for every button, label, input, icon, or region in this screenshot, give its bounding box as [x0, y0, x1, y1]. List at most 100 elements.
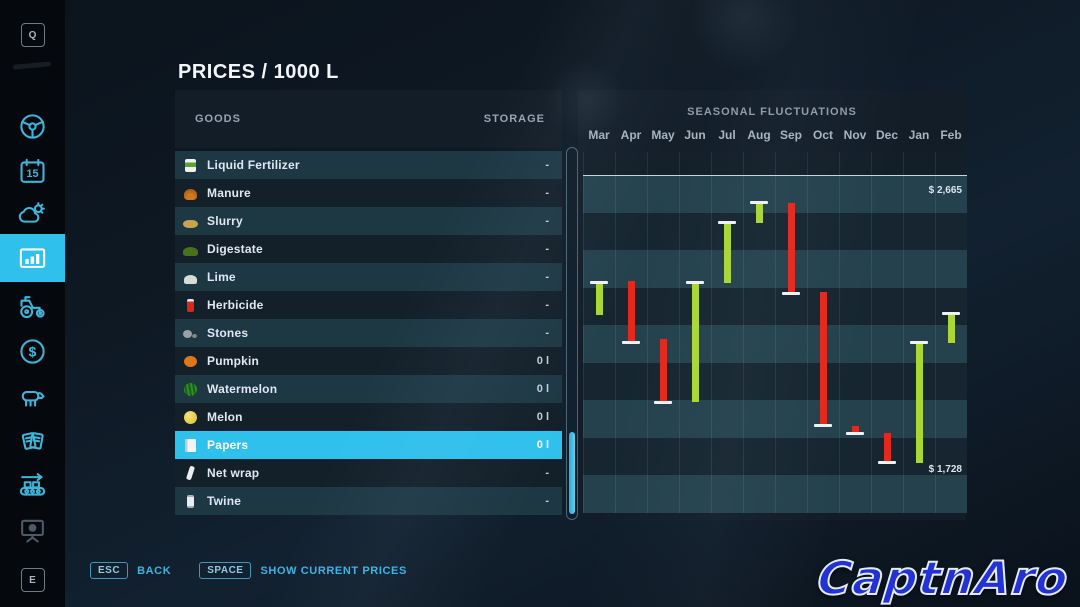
plot-band	[583, 475, 967, 513]
sidebar-item-vehicles[interactable]	[0, 109, 65, 143]
table-row[interactable]: Manure -	[175, 179, 562, 207]
storage-value: 0 l	[536, 439, 549, 451]
plot-band	[583, 400, 967, 438]
goods-panel: GOODS STORAGE Liquid Fertilizer - Manure…	[175, 90, 562, 515]
steering-wheel-icon	[20, 113, 45, 139]
goods-label: Net wrap	[207, 466, 260, 480]
storage-value: -	[545, 243, 549, 255]
month-gridline	[615, 152, 616, 513]
sidebar-item-calendar[interactable]: 15	[0, 154, 65, 188]
liquid-fertilizer-icon	[183, 158, 198, 173]
goods-label: Manure	[207, 186, 251, 200]
goods-label: Twine	[207, 494, 242, 508]
cow-icon	[21, 390, 45, 407]
table-row[interactable]: Twine -	[175, 487, 562, 515]
plot-band	[583, 362, 967, 401]
month-label: Jan	[908, 128, 930, 142]
sidebar: Q 15	[0, 0, 65, 607]
month-label: Sep	[779, 128, 802, 142]
price-range-bar-mar	[595, 282, 603, 315]
svg-text:$: $	[29, 344, 37, 360]
weather-icon	[18, 201, 45, 223]
sidebar-item-production[interactable]	[0, 468, 65, 502]
month-gridline	[775, 152, 776, 513]
sidebar-item-contracts[interactable]	[0, 424, 65, 458]
documents-icon	[21, 431, 44, 450]
month-label: Nov	[843, 128, 867, 142]
sidebar-item-garage[interactable]	[0, 289, 65, 323]
plot-band	[583, 325, 967, 363]
month-gridline	[935, 152, 936, 513]
show-current-prices-label[interactable]: SHOW CURRENT PRICES	[260, 564, 407, 577]
presentation-screen-icon	[21, 519, 44, 543]
month-gridline	[743, 152, 744, 513]
table-row[interactable]: Melon 0 l	[175, 403, 562, 431]
melon-icon	[183, 410, 198, 425]
goods-label: Melon	[207, 410, 243, 424]
papers-icon	[183, 438, 198, 453]
month-gridline	[583, 152, 584, 513]
table-row[interactable]: Herbicide -	[175, 291, 562, 319]
month-label: Oct	[812, 128, 833, 142]
storage-value: -	[545, 187, 549, 199]
table-row[interactable]: Digestate -	[175, 235, 562, 263]
herbicide-icon	[183, 298, 198, 313]
table-row[interactable]: Stones -	[175, 319, 562, 347]
table-row[interactable]: Lime -	[175, 263, 562, 291]
esc-key-badge[interactable]: ESC	[90, 562, 129, 579]
sidebar-item-animals[interactable]	[0, 379, 65, 413]
month-axis: Mar Apr May Jun Jul Aug Sep Oct Nov Dec …	[583, 128, 967, 142]
price-range-bar-dec	[883, 433, 891, 463]
sidebar-item-presentation[interactable]	[0, 513, 65, 547]
back-label[interactable]: BACK	[137, 564, 172, 577]
sidebar-item-weather[interactable]	[0, 197, 65, 231]
month-label: Feb	[940, 128, 962, 142]
goods-label: Digestate	[207, 242, 263, 256]
scrollbar-thumb[interactable]	[569, 432, 575, 514]
sidebar-item-statistics-active[interactable]	[0, 234, 65, 282]
month-label: Jun	[684, 128, 706, 142]
price-range-bar-apr	[627, 281, 635, 343]
seasonal-chart-panel: SEASONAL FLUCTUATIONS Mar Apr May Jun Ju…	[578, 90, 967, 520]
space-key-badge[interactable]: SPACE	[199, 562, 252, 579]
table-row[interactable]: Liquid Fertilizer -	[175, 151, 562, 179]
chart-plot: $ 2,665 $ 1,728	[583, 152, 967, 513]
table-row[interactable]: Watermelon 0 l	[175, 375, 562, 403]
price-range-bar-jan	[915, 342, 923, 463]
table-row[interactable]: Net wrap -	[175, 459, 562, 487]
dollar-coin-icon: $	[20, 338, 45, 364]
price-range-bar-jun	[691, 282, 699, 403]
price-cap-sep	[782, 291, 800, 295]
watermark: CaptnAro	[814, 550, 1072, 606]
month-label: Mar	[588, 128, 610, 142]
price-cap-oct	[814, 424, 832, 427]
price-cap-jul	[718, 221, 736, 225]
month-gridline	[903, 152, 904, 513]
goods-label: Lime	[207, 270, 236, 284]
goods-label: Stones	[207, 326, 249, 340]
price-range-bar-aug	[755, 202, 763, 223]
pumpkin-icon	[183, 354, 198, 369]
stones-icon	[183, 326, 198, 341]
goods-rows: Liquid Fertilizer - Manure - Slurry - Di…	[175, 151, 562, 515]
plot-band	[583, 437, 967, 476]
plot-band	[583, 250, 967, 288]
table-row[interactable]: Slurry -	[175, 207, 562, 235]
manure-icon	[183, 186, 198, 201]
month-label: Aug	[747, 128, 771, 142]
storage-value: -	[545, 495, 549, 507]
price-range-bar-jul	[723, 222, 731, 283]
price-cap-may	[654, 400, 672, 404]
storage-value: -	[545, 327, 549, 339]
table-row[interactable]: Pumpkin 0 l	[175, 347, 562, 375]
table-row-selected[interactable]: Papers 0 l	[175, 431, 562, 459]
price-range-bar-feb	[947, 313, 955, 343]
sidebar-item-finances[interactable]: $	[0, 334, 65, 368]
month-label: Dec	[875, 128, 898, 142]
month-gridline	[711, 152, 712, 513]
plot-band	[583, 212, 967, 251]
e-key-badge: E	[20, 568, 45, 592]
storage-value: -	[545, 299, 549, 311]
goods-scrollbar[interactable]	[566, 147, 578, 520]
price-cap-jun	[686, 281, 704, 285]
